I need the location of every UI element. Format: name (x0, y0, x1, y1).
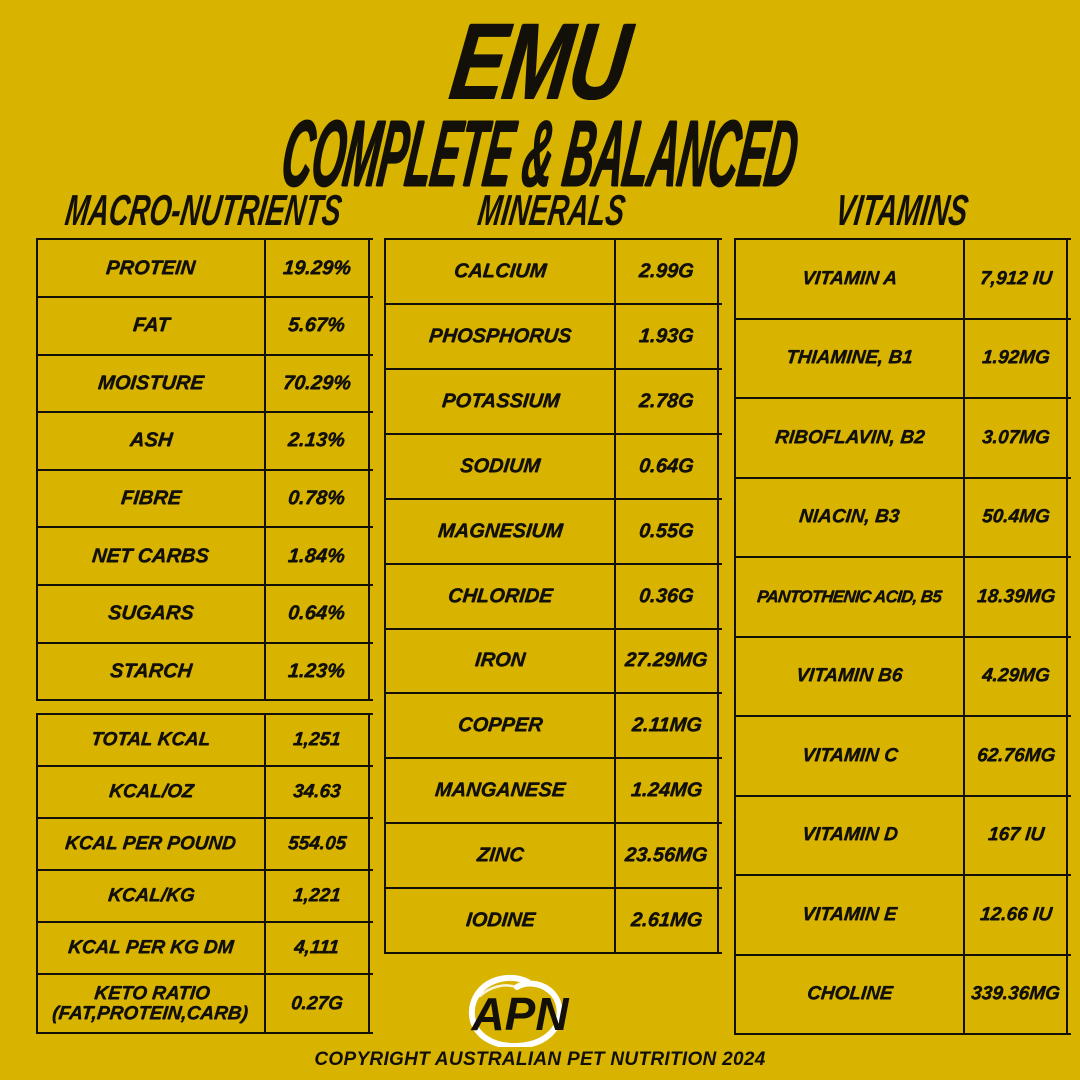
svg-text:APN: APN (470, 988, 569, 1040)
